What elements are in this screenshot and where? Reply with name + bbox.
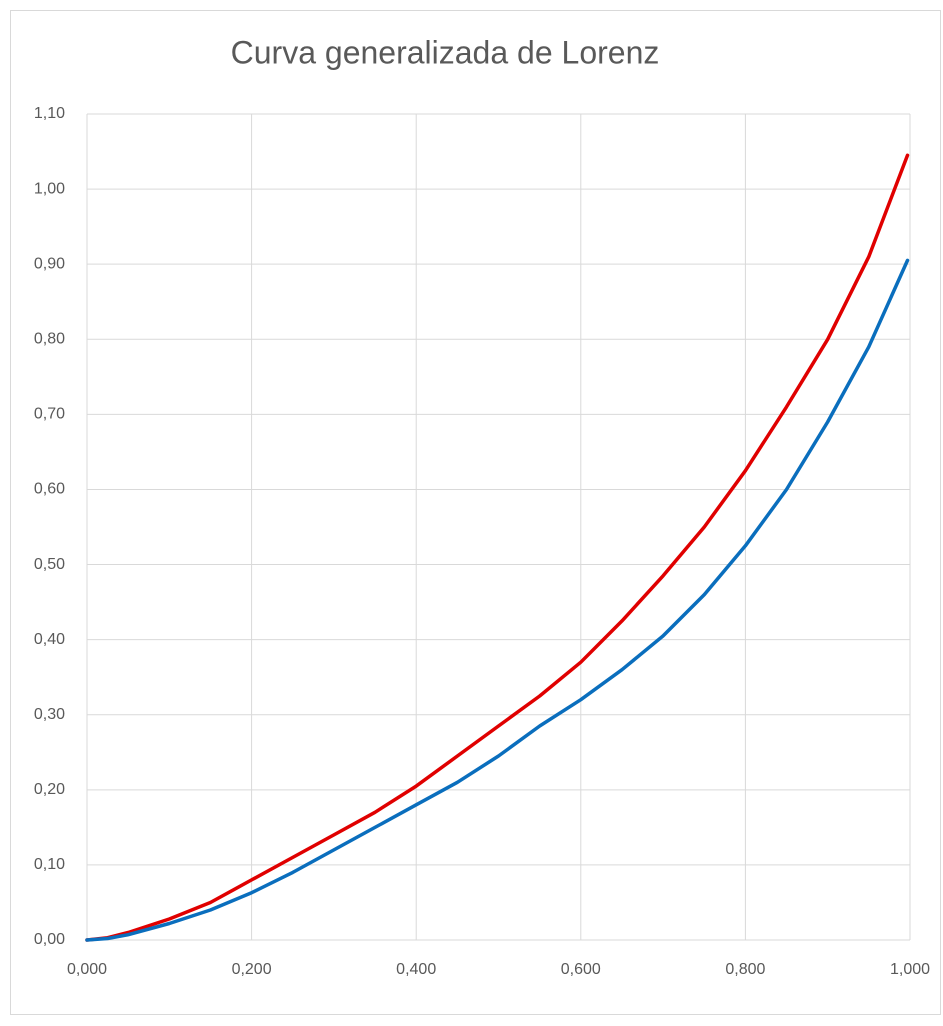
series-line <box>85 258 910 942</box>
y-tick-label: 0,10 <box>34 856 65 873</box>
y-tick-label: 1,00 <box>34 180 65 197</box>
y-tick-label: 0,60 <box>34 481 65 498</box>
x-tick-label: 0,200 <box>232 961 272 978</box>
y-tick-label: 0,30 <box>34 706 65 723</box>
y-tick-label: 0,40 <box>34 631 65 648</box>
x-tick-label: 0,600 <box>561 961 601 978</box>
y-tick-label: 0,50 <box>34 556 65 573</box>
y-tick-label: 0,20 <box>34 781 65 798</box>
chart-title: Curva generalizada de Lorenz <box>231 34 660 70</box>
y-tick-label: 1,10 <box>34 105 65 122</box>
x-tick-label: 1,000 <box>890 961 930 978</box>
x-tick-label: 0,000 <box>67 961 107 978</box>
x-tick-label: 0,400 <box>396 961 436 978</box>
y-tick-label: 0,70 <box>34 406 65 423</box>
y-tick-label: 0,90 <box>34 255 65 272</box>
x-tick-label: 0,800 <box>725 961 765 978</box>
y-tick-label: 0,80 <box>34 330 65 347</box>
series-line <box>85 153 910 942</box>
chart-border <box>10 10 941 1015</box>
y-tick-label: 0,00 <box>34 931 65 948</box>
